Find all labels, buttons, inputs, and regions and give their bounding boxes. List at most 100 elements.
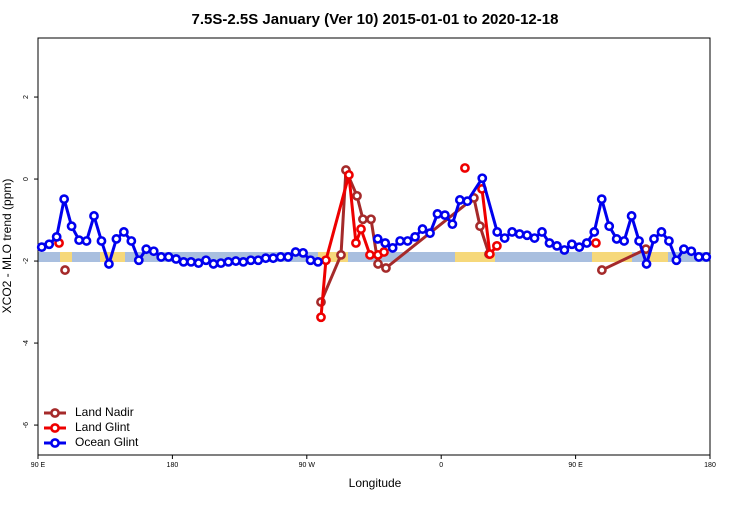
land-strip (318, 252, 348, 262)
data-point (425, 228, 435, 239)
data-point (619, 236, 630, 246)
y-tick-label: 0 (23, 177, 30, 181)
data-point (118, 227, 129, 237)
data-point (544, 238, 555, 248)
data-point (238, 256, 249, 267)
data-point (664, 236, 674, 246)
data-point (201, 255, 211, 266)
data-point (313, 256, 323, 267)
data-point (230, 256, 241, 266)
data-point (171, 254, 182, 264)
data-point (559, 245, 570, 255)
data-point (522, 230, 532, 241)
data-point (381, 263, 391, 273)
data-point (66, 221, 77, 232)
data-point (641, 259, 652, 269)
data-point (193, 258, 204, 269)
x-tick-label: 180 (167, 462, 179, 469)
data-point (344, 170, 354, 180)
data-point (484, 249, 495, 259)
data-point (447, 219, 458, 230)
data-point (290, 247, 301, 257)
data-point (305, 255, 316, 266)
legend-label: Land Glint (75, 420, 130, 434)
data-point (460, 163, 470, 173)
data-point (275, 252, 286, 262)
data-point (260, 253, 271, 264)
data-point (208, 259, 219, 269)
data-point (156, 252, 167, 262)
legend-marker (50, 408, 60, 418)
data-point (656, 227, 667, 237)
data-point (649, 234, 659, 244)
data-point (552, 240, 562, 251)
data-point (321, 255, 331, 266)
data-point (693, 252, 704, 262)
legend-marker (50, 423, 60, 433)
data-point (402, 236, 413, 246)
y-tick-label: -2 (23, 258, 30, 264)
data-point (223, 256, 234, 267)
data-point (126, 236, 137, 246)
x-tick-label: 90 E (31, 462, 46, 469)
data-point (51, 231, 62, 242)
data-point (492, 240, 502, 251)
data-point (186, 256, 196, 267)
data-point (178, 256, 189, 267)
x-tick-label: 90 E (568, 462, 583, 469)
data-point (253, 255, 264, 266)
data-point (380, 238, 391, 248)
y-tick-label: -4 (23, 340, 30, 346)
legend-label: Ocean Glint (75, 435, 139, 449)
x-tick-label: 0 (439, 462, 443, 469)
data-point (701, 252, 712, 262)
data-point (316, 312, 326, 323)
data-point (111, 234, 122, 244)
data-point (604, 221, 615, 232)
data-point (358, 214, 368, 225)
data-point (96, 236, 107, 246)
data-point (74, 235, 84, 246)
data-point (268, 253, 279, 264)
data-point (298, 247, 308, 258)
data-point (387, 243, 398, 253)
data-point (626, 211, 637, 221)
data-point (417, 224, 428, 234)
data-point (351, 238, 361, 248)
x-axis-label: Longitude (349, 476, 402, 490)
data-point (574, 242, 585, 253)
data-point (81, 236, 92, 246)
data-point (373, 259, 383, 269)
data-point (365, 250, 375, 260)
data-point (454, 195, 465, 205)
data-point (89, 211, 99, 221)
land-strip (60, 252, 72, 262)
data-point (499, 233, 510, 243)
data-point (537, 227, 547, 237)
data-point (589, 227, 600, 237)
data-point (634, 236, 644, 246)
data-point (581, 238, 592, 248)
data-point (283, 252, 294, 262)
data-point (596, 265, 607, 275)
data-point (148, 246, 159, 257)
data-point (596, 194, 607, 205)
data-point (59, 194, 70, 205)
data-point (566, 239, 577, 250)
data-point (36, 242, 47, 253)
data-point (432, 209, 443, 219)
data-point (492, 227, 503, 237)
data-point (104, 259, 114, 269)
data-point (336, 250, 346, 260)
legend-marker (50, 438, 60, 448)
data-point (379, 247, 389, 257)
data-point (529, 233, 540, 243)
data-point (507, 227, 518, 237)
data-point (372, 234, 383, 244)
data-point (477, 173, 488, 184)
data-point (678, 244, 689, 255)
data-point (163, 252, 174, 262)
data-point (60, 265, 70, 275)
data-point (44, 239, 55, 250)
